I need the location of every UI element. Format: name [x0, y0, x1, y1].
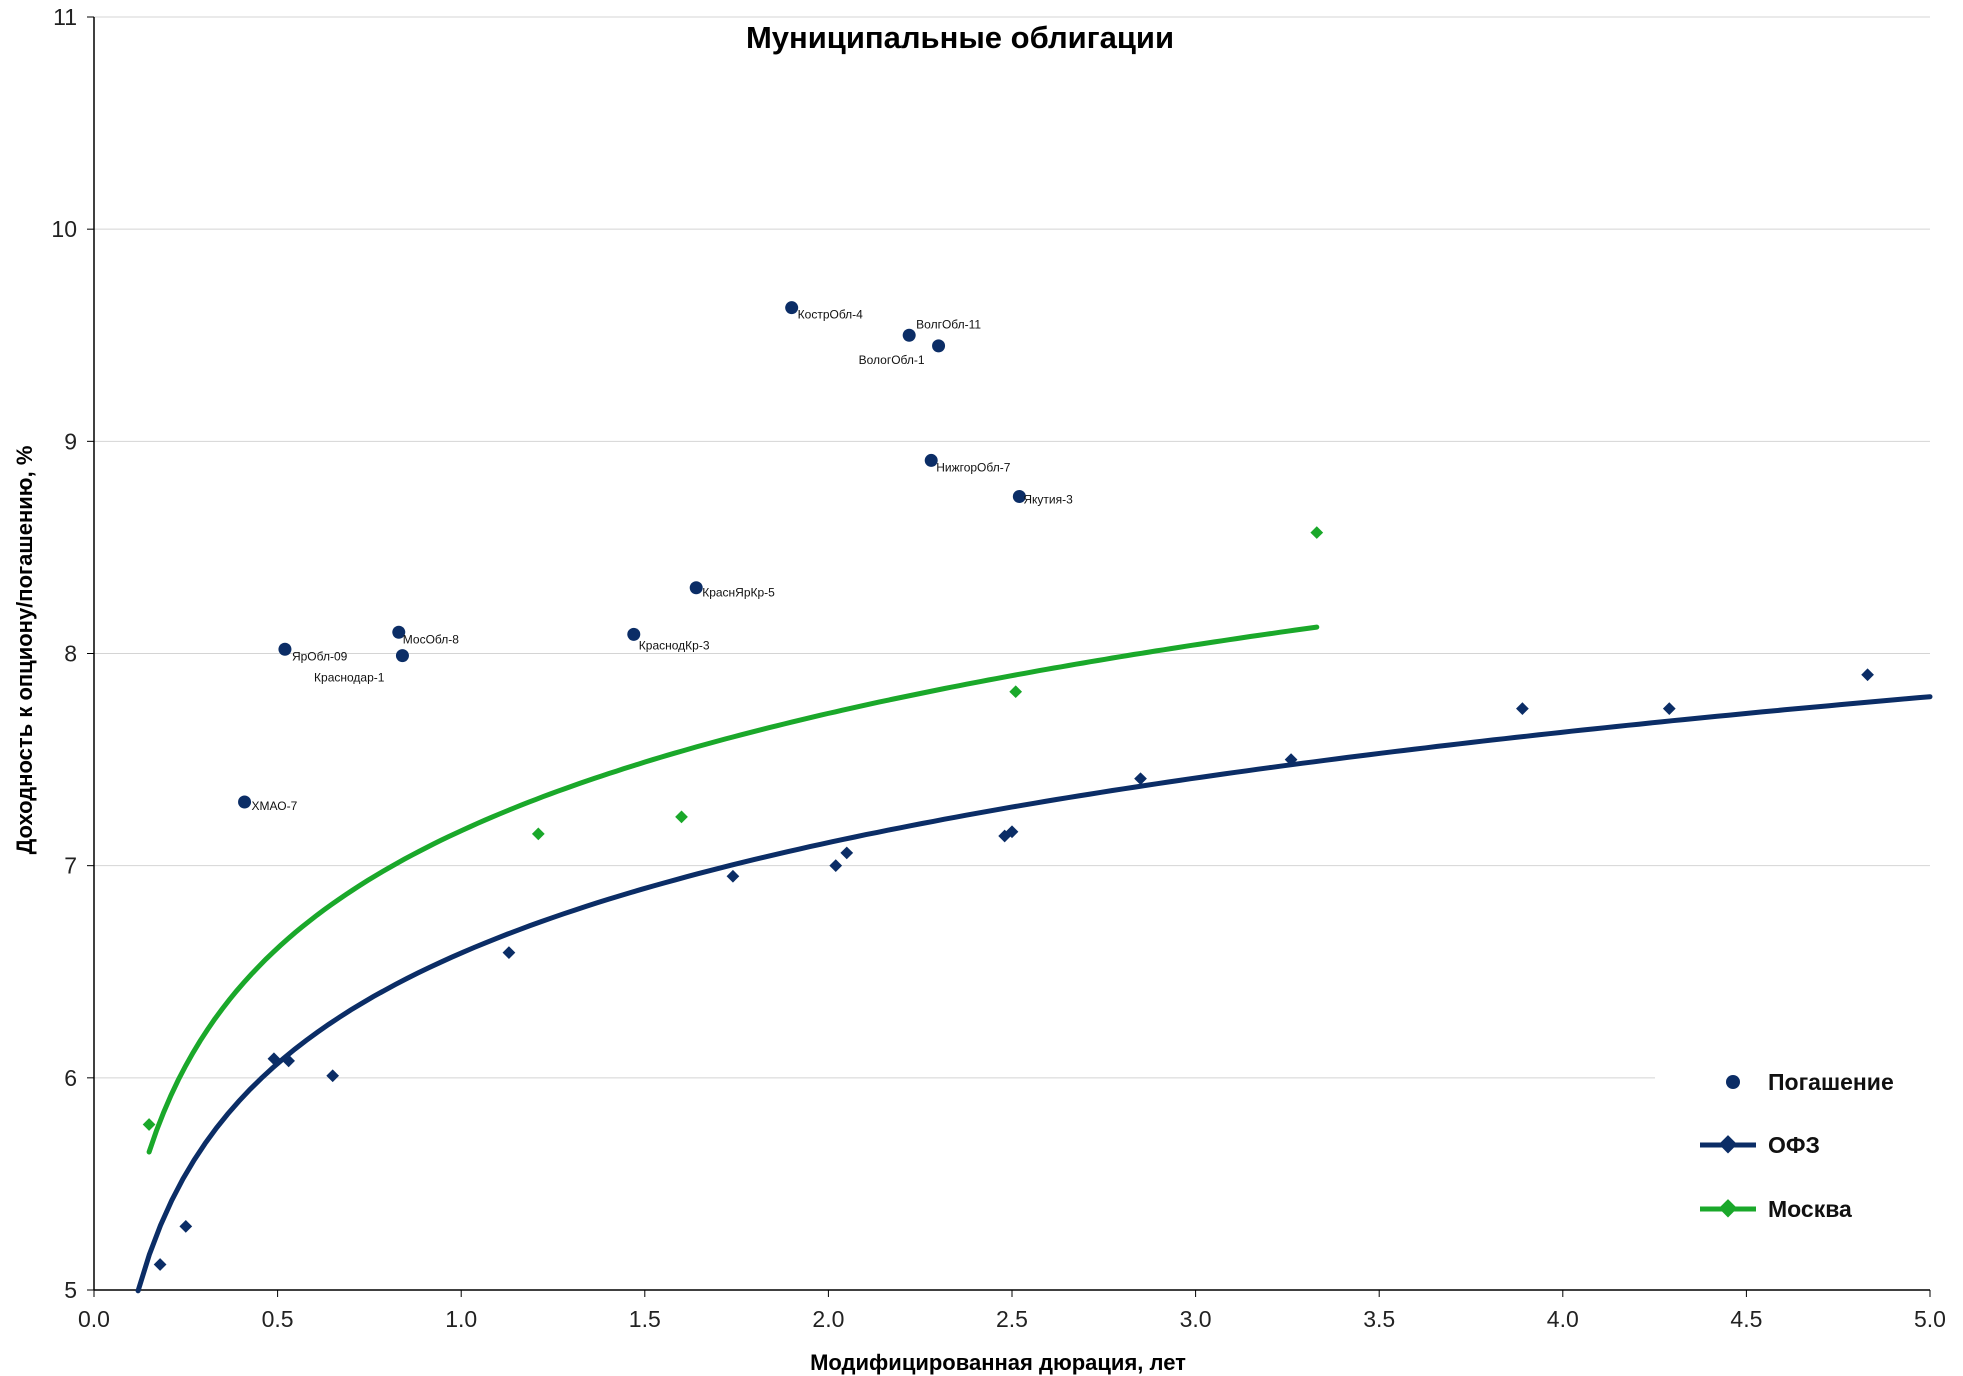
x-tick-label: 2.5	[996, 1306, 1028, 1332]
legend-marker-pogashenie	[1726, 1075, 1740, 1089]
point-pogashenie	[278, 642, 292, 656]
point-ofz	[179, 1219, 193, 1233]
legend: Погашение ОФЗ Москва	[1700, 1069, 1894, 1222]
point-moskva	[1009, 685, 1023, 699]
gridlines	[94, 16, 1930, 1079]
point-pogashenie	[395, 649, 409, 663]
point-moskva	[531, 827, 545, 841]
x-tick-label: 0.5	[262, 1306, 294, 1332]
point-pogashenie	[1012, 489, 1026, 503]
legend-label-pogashenie: Погашение	[1768, 1069, 1894, 1095]
point-ofz	[153, 1258, 167, 1271]
point-label: МосОбл-8	[403, 632, 459, 646]
y-tick-label: 8	[64, 641, 77, 667]
trend-line-ofz	[135, 694, 1933, 1294]
x-tick-label: 4.0	[1547, 1306, 1579, 1332]
point-ofz	[1662, 702, 1676, 716]
point-label: ЯрОбл-09	[292, 649, 348, 663]
y-axis-title: Доходность к опциону/погашению, %	[12, 446, 37, 855]
x-tick-label: 1.5	[629, 1306, 661, 1332]
point-label: КраснЯрКр-5	[702, 586, 775, 600]
x-tick-label: 5.0	[1914, 1306, 1946, 1332]
point-pogashenie	[902, 328, 916, 342]
point-label: ХМАО-7	[252, 799, 298, 813]
x-tick-label: 3.0	[1180, 1306, 1212, 1332]
point-pogashenie	[392, 625, 406, 639]
point-label: Якутия-3	[1023, 492, 1073, 506]
legend-marker-ofz	[1718, 1135, 1738, 1154]
x-tick-labels: 0.0 0.5 1.0 1.5 2.0 2.5 3.0 3.5 4.0 4.5 5.0	[78, 1290, 1946, 1332]
y-tick-labels: 5 6 7 8 9 10 11	[51, 4, 94, 1303]
point-moskva	[675, 810, 688, 824]
x-tick-label: 4.5	[1730, 1306, 1762, 1332]
point-labels: ХМАО-7 ЯрОбл-09 МосОбл-8 Краснодар-1 Краснод…	[252, 308, 1074, 813]
point-ofz	[502, 946, 516, 960]
x-tick-label: 2.0	[812, 1306, 844, 1332]
y-tick-label: 7	[64, 853, 77, 879]
point-label: НижгорОбл-7	[936, 460, 1011, 474]
point-ofz	[326, 1069, 340, 1083]
y-tick-label: 9	[64, 428, 77, 454]
point-ofz	[1861, 668, 1874, 682]
x-tick-label: 0.0	[78, 1306, 110, 1332]
x-tick-label: 3.5	[1363, 1306, 1395, 1332]
y-tick-label: 5	[64, 1277, 77, 1303]
legend-label-moskva: Москва	[1768, 1196, 1852, 1222]
point-moskva	[142, 1118, 156, 1131]
legend-label-ofz: ОФЗ	[1768, 1132, 1820, 1158]
point-ofz	[829, 859, 843, 873]
point-label: КострОбл-4	[798, 308, 864, 322]
point-label: ВологОбл-1	[859, 353, 925, 367]
point-label: Краснодар-1	[314, 671, 385, 685]
point-pogashenie	[924, 453, 938, 467]
trend-line-moskva	[146, 624, 1320, 1155]
point-moskva	[1310, 526, 1324, 539]
legend-marker-moskva	[1718, 1199, 1738, 1218]
point-pogashenie	[238, 795, 252, 809]
point-label: ВолгОбл-11	[916, 317, 981, 331]
y-tick-label: 10	[51, 216, 77, 242]
point-ofz	[840, 846, 854, 860]
point-ofz	[726, 869, 740, 883]
data-points	[142, 301, 1874, 1271]
point-pogashenie	[689, 581, 703, 595]
x-tick-label: 1.0	[445, 1306, 477, 1332]
y-tick-label: 6	[64, 1065, 77, 1091]
trend-lines	[135, 624, 1933, 1294]
point-pogashenie	[627, 627, 641, 641]
y-tick-label: 11	[53, 4, 77, 30]
x-axis-title: Модифицированная дюрация, лет	[810, 1350, 1186, 1375]
point-pogashenie	[785, 301, 799, 315]
chart-title: Муниципальные облигации	[746, 20, 1174, 55]
point-ofz	[1516, 702, 1529, 716]
point-pogashenie	[932, 339, 946, 353]
point-label: КраснодКр-3	[639, 638, 710, 652]
